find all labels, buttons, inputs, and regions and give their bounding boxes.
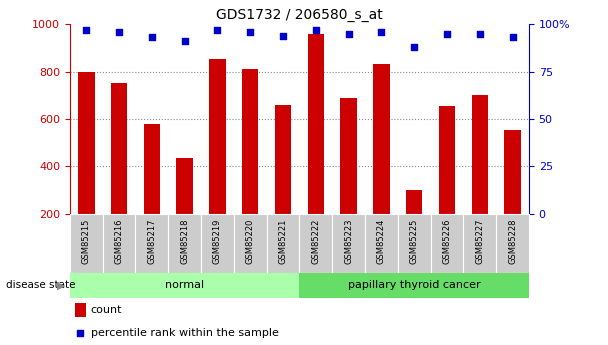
Point [442, 31, 452, 36]
Bar [70, 273, 299, 298]
Text: GSM85219: GSM85219 [213, 219, 222, 264]
Text: GSM85215: GSM85215 [82, 219, 91, 264]
Bar [472, 95, 488, 262]
Point [475, 31, 485, 36]
Text: GSM85221: GSM85221 [278, 219, 288, 264]
Point [246, 29, 255, 34]
Bar [267, 214, 300, 273]
Bar [373, 65, 390, 262]
Point [81, 27, 91, 32]
Point [344, 31, 353, 36]
Bar [365, 214, 398, 273]
Text: count: count [91, 305, 122, 315]
Text: GSM85223: GSM85223 [344, 219, 353, 264]
Bar [75, 303, 86, 317]
Bar [275, 105, 291, 262]
Bar [209, 59, 226, 262]
Bar [176, 158, 193, 262]
Bar [340, 98, 357, 262]
Bar [505, 130, 521, 262]
Bar [168, 214, 201, 273]
Bar [332, 214, 365, 273]
Bar [111, 83, 127, 262]
Point [213, 27, 223, 32]
Text: normal: normal [165, 280, 204, 290]
Bar [406, 190, 423, 262]
Bar [300, 273, 529, 298]
Text: GSM85227: GSM85227 [475, 219, 485, 264]
Text: GSM85218: GSM85218 [180, 219, 189, 264]
Bar [70, 214, 103, 273]
Bar [136, 214, 168, 273]
Bar [242, 69, 258, 262]
Bar [78, 71, 94, 262]
Point [75, 331, 85, 336]
Bar [430, 214, 463, 273]
Text: ▶: ▶ [57, 280, 65, 290]
Text: papillary thyroid cancer: papillary thyroid cancer [348, 280, 480, 290]
Title: GDS1732 / 206580_s_at: GDS1732 / 206580_s_at [216, 8, 383, 22]
Bar [398, 214, 430, 273]
Text: percentile rank within the sample: percentile rank within the sample [91, 328, 278, 338]
Point [278, 33, 288, 38]
Point [180, 38, 190, 44]
Text: GSM85220: GSM85220 [246, 219, 255, 264]
Text: GSM85225: GSM85225 [410, 219, 419, 264]
Point [114, 29, 124, 34]
Point [147, 35, 157, 40]
Bar [300, 214, 332, 273]
Text: GSM85226: GSM85226 [443, 219, 452, 264]
Point [311, 27, 320, 32]
Bar [439, 106, 455, 262]
Bar [143, 124, 160, 262]
Bar [201, 214, 234, 273]
Text: GSM85217: GSM85217 [147, 219, 156, 264]
Text: GSM85228: GSM85228 [508, 219, 517, 264]
Text: GSM85216: GSM85216 [114, 219, 123, 264]
Bar [103, 214, 136, 273]
Bar [496, 214, 529, 273]
Bar [308, 33, 324, 262]
Text: GSM85222: GSM85222 [311, 219, 320, 264]
Text: disease state: disease state [6, 280, 75, 290]
Bar [463, 214, 496, 273]
Text: GSM85224: GSM85224 [377, 219, 386, 264]
Bar [234, 214, 267, 273]
Point [508, 35, 517, 40]
Point [409, 44, 419, 50]
Point [376, 29, 386, 34]
